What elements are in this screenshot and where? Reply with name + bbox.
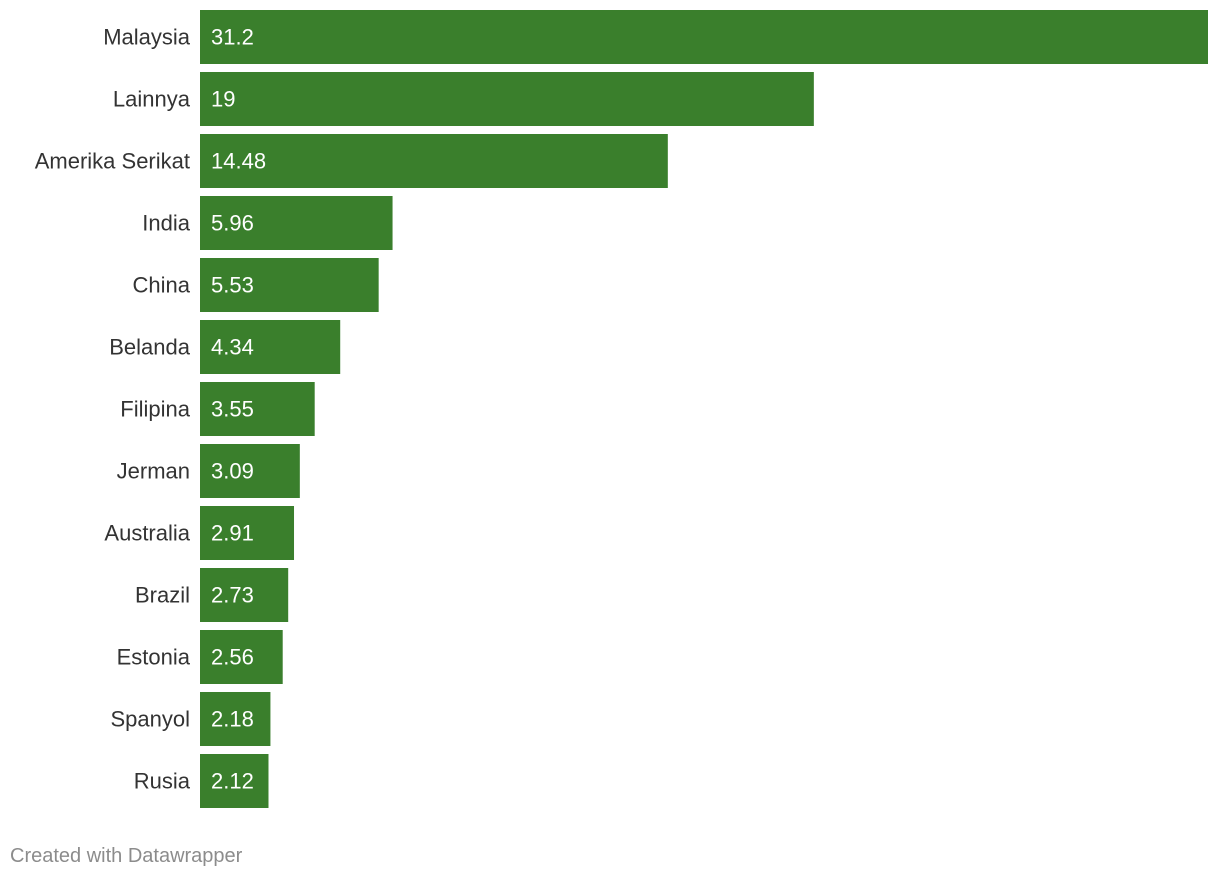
bar bbox=[200, 382, 315, 436]
bar bbox=[200, 754, 269, 808]
bar bbox=[200, 444, 300, 498]
category-label: Filipina bbox=[120, 397, 190, 422]
bar bbox=[200, 258, 379, 312]
category-label: Belanda bbox=[109, 335, 191, 360]
bar bbox=[200, 72, 814, 126]
value-label: 4.34 bbox=[211, 335, 254, 360]
value-label: 31.2 bbox=[211, 25, 254, 50]
value-label: 2.73 bbox=[211, 583, 254, 608]
value-label: 14.48 bbox=[211, 149, 266, 174]
bar bbox=[200, 630, 283, 684]
bar bbox=[200, 196, 393, 250]
value-label: 2.12 bbox=[211, 769, 254, 794]
category-label: China bbox=[133, 273, 191, 298]
value-label: 2.91 bbox=[211, 521, 254, 546]
value-label: 5.96 bbox=[211, 211, 254, 236]
category-label: Amerika Serikat bbox=[35, 149, 190, 174]
category-label: Spanyol bbox=[110, 707, 190, 732]
bar bbox=[200, 692, 271, 746]
value-label: 2.18 bbox=[211, 707, 254, 732]
category-label: Jerman bbox=[117, 459, 190, 484]
bar bbox=[200, 568, 289, 622]
bar bbox=[200, 506, 295, 560]
bar bbox=[200, 10, 1208, 64]
category-label: Lainnya bbox=[113, 87, 191, 112]
value-label: 3.55 bbox=[211, 397, 254, 422]
value-label: 5.53 bbox=[211, 273, 254, 298]
category-label: Brazil bbox=[135, 583, 190, 608]
chart-credit[interactable]: Created with Datawrapper bbox=[10, 845, 243, 867]
value-label: 2.56 bbox=[211, 645, 254, 670]
value-label: 19 bbox=[211, 87, 235, 112]
category-label: Estonia bbox=[117, 645, 191, 670]
bar bbox=[200, 134, 668, 188]
category-label: Rusia bbox=[134, 769, 191, 794]
value-label: 3.09 bbox=[211, 459, 254, 484]
category-label: India bbox=[142, 211, 190, 236]
bar bbox=[200, 320, 341, 374]
category-label: Malaysia bbox=[103, 25, 191, 50]
category-label: Australia bbox=[104, 521, 190, 546]
bar-chart: Malaysia 31.2 Lainnya 19 Amerika Serikat 14.4… bbox=[35, 10, 1208, 808]
